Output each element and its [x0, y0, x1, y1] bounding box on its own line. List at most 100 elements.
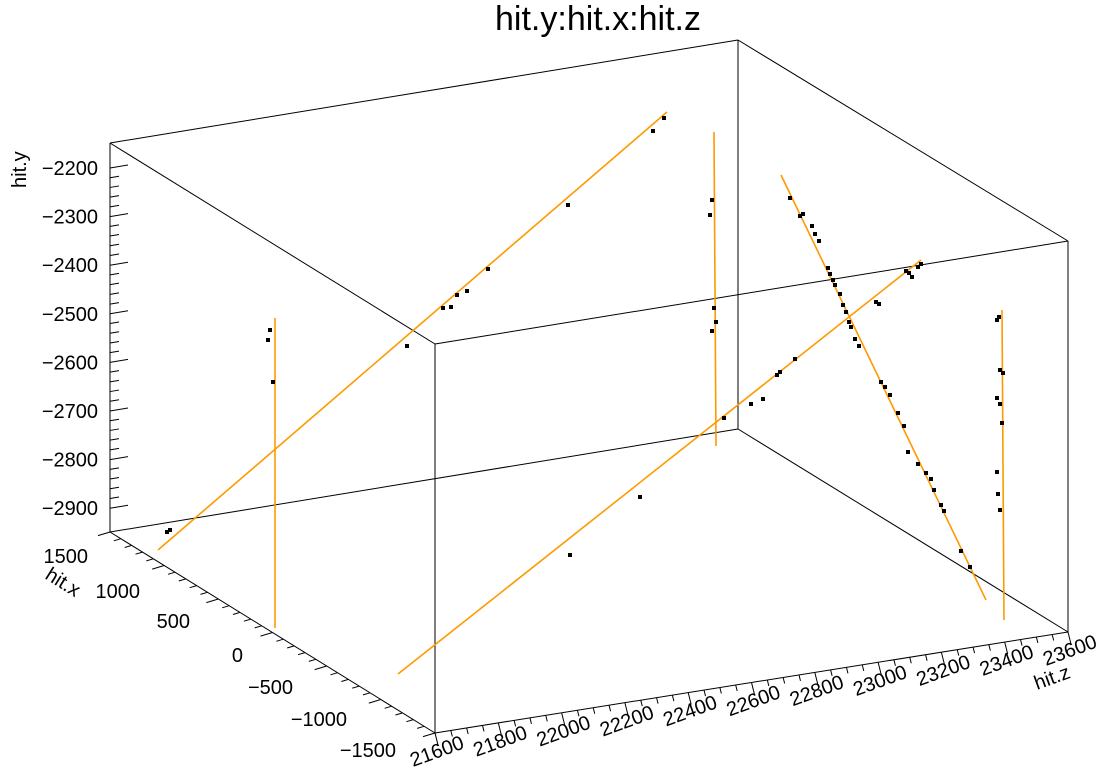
hit-point [996, 492, 1000, 496]
x-tick [308, 658, 316, 662]
hit-point [775, 373, 779, 377]
x-tick [422, 732, 436, 738]
y-tick-label: −2700 [42, 401, 98, 423]
hit-point [710, 329, 714, 333]
z-minor-tick [798, 674, 801, 682]
hit-point [879, 380, 883, 384]
y-axis: −2200 −2300 −2400 −2500 −2600 −2700 −2800 −2900 [42, 158, 129, 520]
hit-point [486, 267, 490, 271]
hit-point [1000, 421, 1004, 425]
hit-point [932, 488, 936, 492]
x-tick [297, 652, 306, 656]
x-tick-label: −1500 [340, 740, 396, 762]
z-tick-label: 22800 [787, 671, 847, 711]
z-major-tick [624, 702, 629, 715]
hit-point [801, 212, 805, 216]
hit-point [813, 232, 817, 236]
track-lines [157, 111, 1005, 675]
y-minor-tick [109, 438, 120, 441]
z-tick-label: 22400 [660, 692, 720, 732]
z-minor-tick [1020, 639, 1023, 646]
x-tick-label: 0 [232, 645, 243, 667]
hit-point [910, 275, 914, 279]
hit-point [939, 503, 943, 507]
z-minor-tick [608, 705, 612, 712]
y-minor-tick [109, 467, 120, 470]
hit-point [168, 528, 172, 532]
hit-point [942, 509, 946, 513]
x-tick [232, 611, 241, 615]
z-major-tick [561, 712, 566, 725]
x-tick-label: 500 [157, 611, 190, 633]
z-minor-tick [529, 717, 532, 724]
hit-point [959, 549, 963, 553]
y-minor-tick [109, 418, 120, 422]
y-minor-tick [109, 224, 120, 227]
x-tick [330, 672, 338, 676]
hit-point [708, 213, 712, 217]
hit-point [919, 262, 923, 266]
x-axis: 1500 1000 500 0−500 −1000 −1500 [44, 531, 436, 762]
x-tick-label: −500 [248, 677, 293, 699]
hit-point [888, 393, 892, 397]
y-major-tick [109, 261, 129, 266]
z-minor-tick [592, 707, 596, 714]
x-tick [276, 638, 284, 642]
z-minor-tick [576, 710, 580, 717]
y-minor-tick [109, 185, 120, 188]
x-tick [135, 551, 143, 555]
y-tick-label: −2500 [42, 304, 98, 326]
hit-point [995, 318, 999, 322]
z-tick-label: 22600 [724, 682, 784, 722]
x-tick [167, 571, 176, 575]
z-minor-tick [830, 669, 833, 676]
z-minor-tick [735, 684, 738, 692]
z-minor-tick [956, 649, 960, 656]
x-tick [113, 538, 121, 542]
x-tick [314, 665, 327, 671]
hit-point [271, 380, 275, 384]
hit-point [449, 305, 453, 309]
track-line [1001, 309, 1005, 621]
y-minor-tick [109, 428, 120, 431]
z-minor-tick [466, 727, 469, 735]
hit-point [997, 315, 1001, 319]
z-tick-label: 22200 [597, 702, 657, 742]
y-minor-tick [109, 340, 120, 344]
hit-point [924, 471, 928, 475]
y-minor-tick [109, 399, 120, 402]
y-tick-label: −2800 [42, 450, 98, 472]
hit-point [810, 224, 814, 228]
hit-point [833, 283, 837, 287]
x-tick [260, 632, 273, 637]
hit-point [874, 300, 878, 304]
hit-point [710, 198, 714, 202]
z-minor-tick [988, 644, 991, 651]
hit-point [841, 303, 845, 307]
box-frame [109, 39, 1069, 734]
box-edge [737, 39, 1069, 242]
y-minor-tick [109, 204, 120, 208]
z-minor-tick [845, 667, 849, 674]
y-major-tick [109, 213, 129, 218]
hit-point [798, 214, 802, 218]
box-edge [737, 428, 1069, 633]
box-edge [109, 428, 739, 533]
y-minor-tick [109, 486, 120, 490]
hit-point [268, 328, 272, 332]
x-tick [384, 705, 392, 709]
x-tick-label: 1500 [44, 546, 89, 568]
hit-point [929, 477, 933, 481]
y-minor-tick [109, 175, 120, 179]
hit-point [847, 320, 851, 324]
hit-point [788, 196, 792, 200]
z-minor-tick [972, 647, 976, 654]
hit-point [566, 203, 570, 207]
x-tick [152, 565, 165, 570]
hit-point [995, 470, 999, 474]
hit-point [778, 370, 782, 374]
hit-point [831, 278, 835, 282]
y-minor-tick [109, 321, 120, 325]
box-edge [109, 39, 739, 144]
